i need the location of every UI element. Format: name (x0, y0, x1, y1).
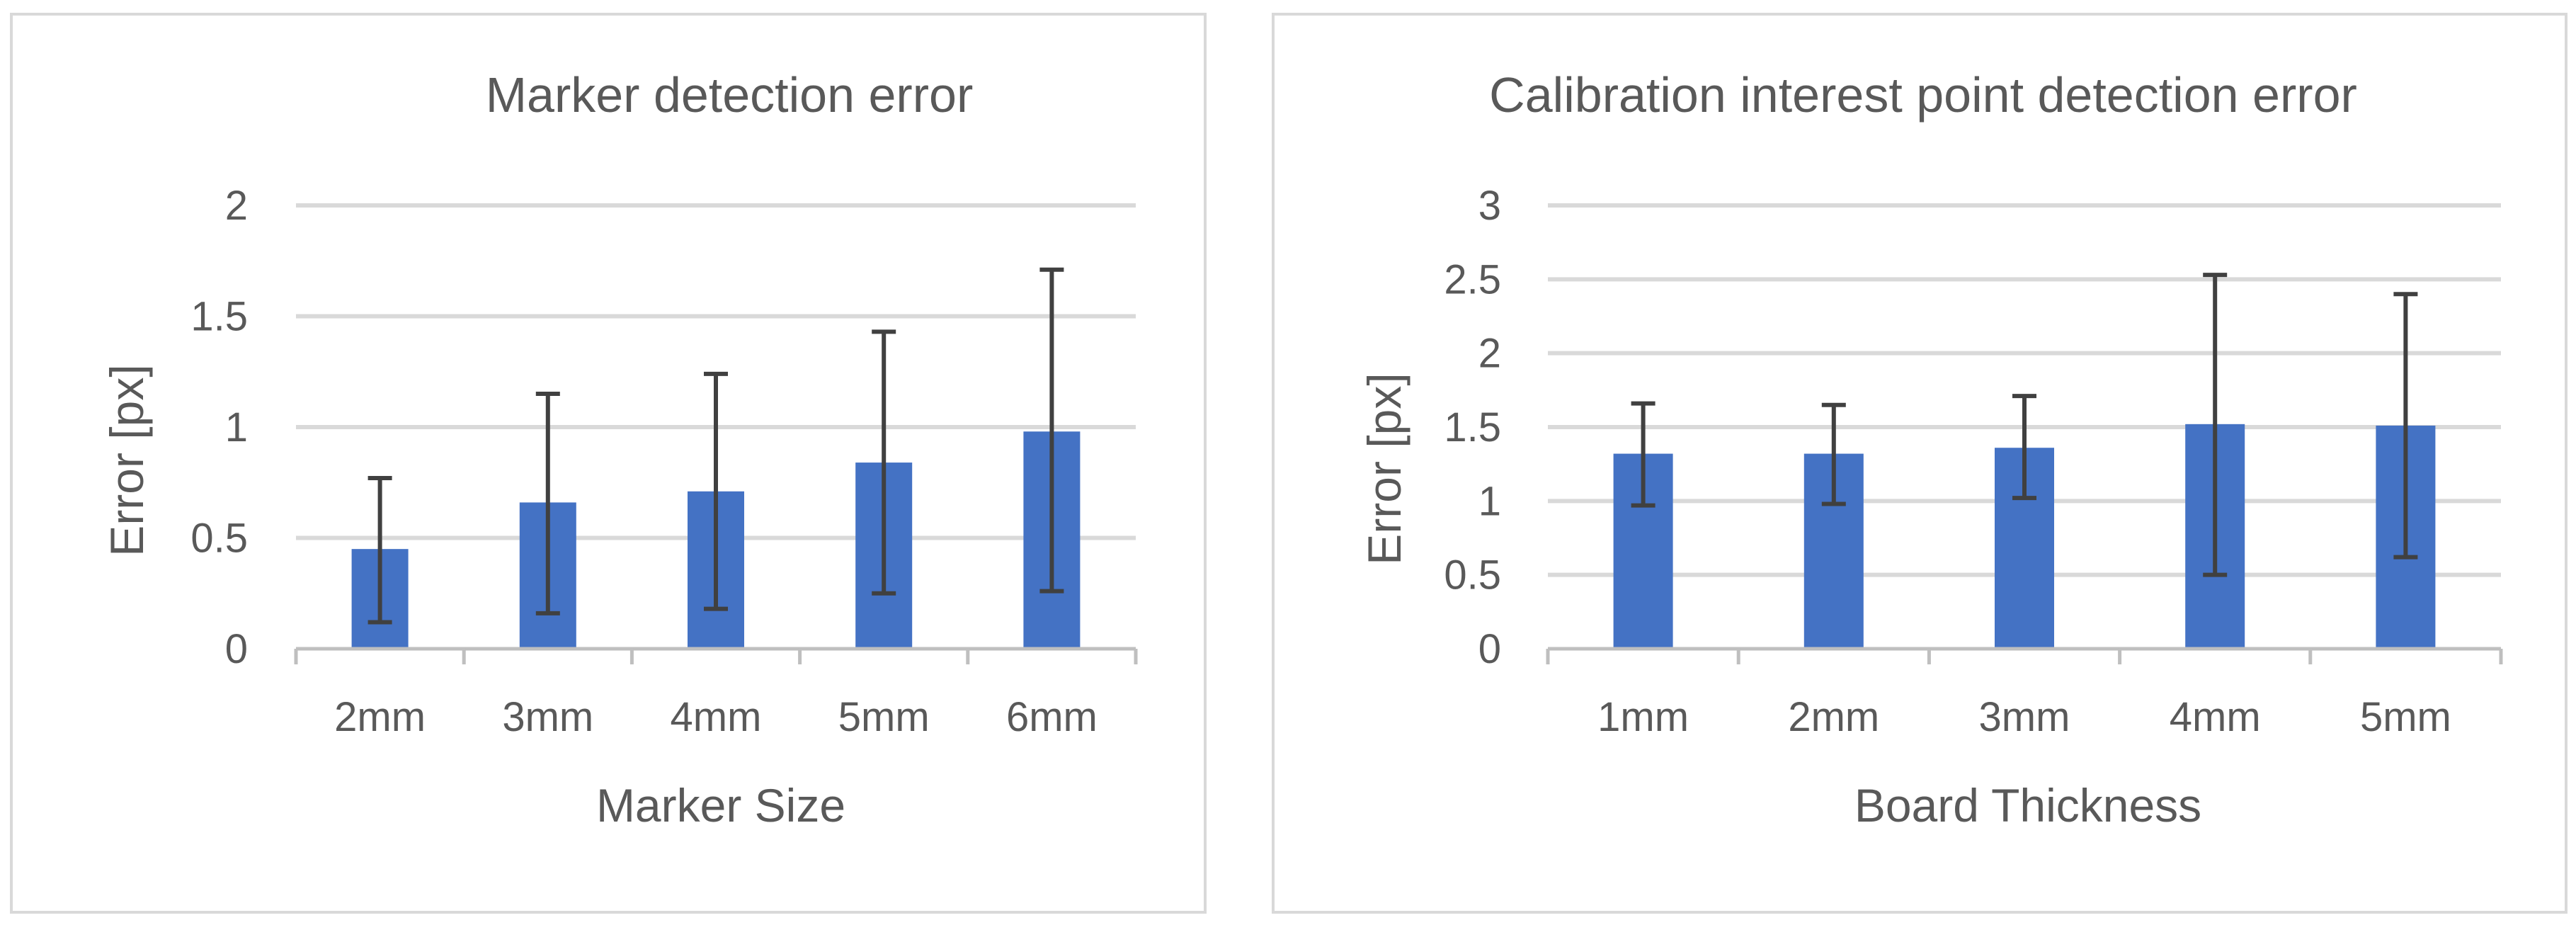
error-bar-5mm (2393, 292, 2418, 560)
x-category-label: 3mm (502, 694, 593, 740)
x-axis-title: Board Thickness (1854, 779, 2201, 832)
x-category-label: 5mm (2360, 694, 2451, 740)
error-bar-1mm (1631, 401, 1655, 508)
error-bar-4mm (704, 371, 728, 611)
y-tick-label: 1 (1478, 478, 1501, 524)
error-bar-5mm (872, 329, 896, 596)
x-category-label: 2mm (1788, 694, 1879, 740)
x-category-label: 3mm (1979, 694, 2070, 740)
y-tick-label: 0.5 (1444, 552, 1501, 598)
y-tick-label: 1.5 (190, 294, 248, 340)
y-axis-title: Error [px] (101, 364, 153, 556)
y-tick-label: 2.5 (1444, 256, 1501, 302)
x-category-label: 2mm (334, 694, 426, 740)
error-bar-3mm (2012, 394, 2036, 501)
y-tick-label: 2 (1478, 331, 1501, 377)
chart-title: Calibration interest point detection err… (1489, 67, 2357, 123)
y-tick-label: 1 (225, 404, 248, 450)
error-bar-4mm (2203, 273, 2228, 577)
y-tick-label: 0 (225, 626, 248, 672)
y-axis-title: Error [px] (1358, 373, 1410, 564)
x-axis-title: Marker Size (596, 779, 845, 832)
x-category-label: 4mm (2170, 694, 2261, 740)
chart-panel-marker-detection: Marker detection error Error [px] Marker… (10, 13, 1207, 914)
x-category-label: 6mm (1006, 694, 1098, 740)
x-category-label: 5mm (838, 694, 930, 740)
y-tick-label: 3 (1478, 183, 1501, 229)
x-category-label: 4mm (671, 694, 762, 740)
error-bar-3mm (535, 392, 560, 615)
y-tick-label: 0.5 (190, 516, 248, 562)
error-bar-2mm (367, 475, 392, 625)
y-tick-label: 2 (225, 183, 248, 229)
y-tick-label: 0 (1478, 626, 1501, 672)
marker-detection-error-chart: Marker detection error Error [px] Marker… (101, 67, 1138, 832)
chart-title: Marker detection error (486, 67, 974, 123)
calibration-interest-point-error-chart: Calibration interest point detection err… (1358, 67, 2503, 832)
error-bar-6mm (1039, 267, 1064, 594)
y-tick-label: 1.5 (1444, 404, 1501, 450)
chart-panel-calibration-detection: Calibration interest point detection err… (1272, 13, 2568, 914)
x-category-label: 1mm (1597, 694, 1689, 740)
error-bar-2mm (1821, 402, 1846, 506)
